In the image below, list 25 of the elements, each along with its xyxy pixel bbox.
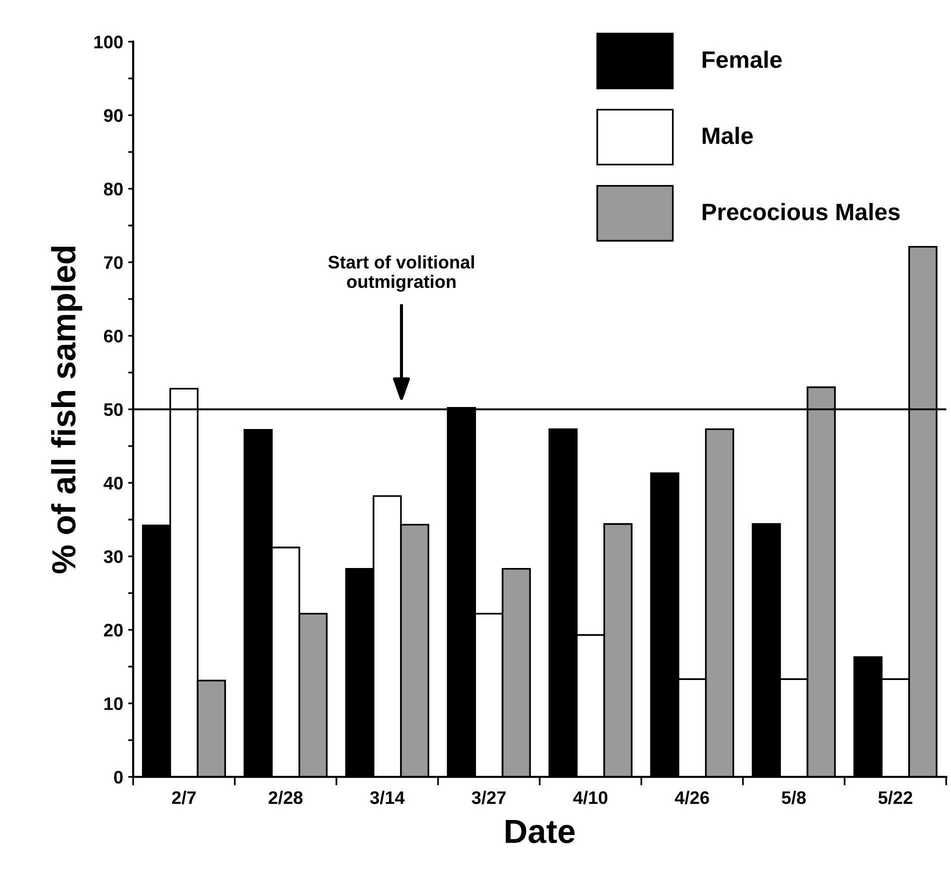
x-axis-title: Date — [506, 820, 575, 844]
x-tick-label: 3/27 — [472, 790, 506, 804]
x-tick-label: 5/22 — [878, 790, 912, 804]
y-tick-label: 30 — [104, 550, 123, 564]
annotation: Start of volitional outmigration — [328, 255, 474, 292]
x-tick-label: 5/8 — [782, 790, 806, 804]
legend-label: Precocious Males — [702, 202, 900, 220]
y-tick-label: 100 — [94, 36, 123, 48]
legend-label: Male — [702, 126, 753, 144]
y-tick-label: 70 — [104, 256, 123, 269]
y-tick-label: 80 — [104, 182, 123, 196]
y-axis-title: % of all fish sampled — [51, 246, 82, 574]
y-tick-label: 0 — [114, 770, 123, 784]
y-tick-label: 40 — [104, 476, 123, 490]
y-tick-label: 10 — [104, 697, 123, 710]
y-tick-label: 60 — [104, 330, 123, 342]
y-tick-label: 90 — [104, 109, 123, 122]
x-tick-label: 2/7 — [172, 790, 196, 804]
x-tick-label: 3/14 — [370, 790, 405, 804]
y-tick-label: 20 — [104, 624, 123, 637]
y-tick-label: 50 — [104, 403, 123, 416]
x-tick-label: 2/28 — [268, 790, 303, 804]
legend-label: Female — [702, 50, 782, 68]
x-tick-label: 4/26 — [674, 790, 710, 804]
x-tick-label: 4/10 — [573, 790, 608, 804]
